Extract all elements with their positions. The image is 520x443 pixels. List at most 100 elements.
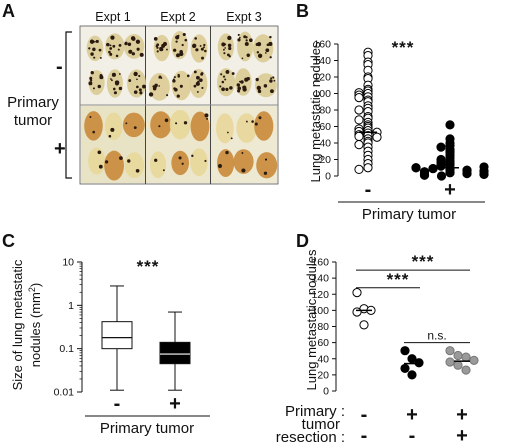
nodule-spot: [256, 42, 262, 47]
nodule-spot: [266, 43, 270, 47]
nodule-spot: [269, 56, 272, 59]
nodule-spot: [156, 46, 159, 49]
nodule-spot: [92, 87, 95, 90]
nodule-spot: [223, 52, 226, 55]
nodule-spot: [241, 168, 246, 173]
nodule-spot: [263, 171, 268, 175]
c-xtick-minus: -: [114, 393, 121, 415]
d-data-point: [453, 350, 463, 361]
nodule-spot: [93, 40, 96, 43]
d-data-point: [453, 360, 463, 370]
nodule-spot: [161, 43, 166, 48]
nodule-spot: [115, 80, 120, 85]
d-data-point: [445, 357, 455, 367]
b-ytick-label: 0: [325, 171, 331, 183]
nodule-spot: [206, 117, 209, 120]
lung-specimens: [84, 31, 278, 181]
d-ytick-label: 60: [317, 337, 329, 349]
lung-lobe: [104, 150, 125, 181]
c-ytick-label: 1: [68, 300, 74, 312]
lung-lobe: [216, 113, 234, 144]
c-ytick-label: 0.1: [59, 343, 74, 355]
lung-lobe: [150, 111, 172, 139]
b-ytick-label: 120: [313, 72, 331, 84]
nodule-spot: [221, 80, 225, 84]
c-ylabel-line2: nodules (mm2): [27, 283, 43, 368]
nodule-spot: [193, 84, 197, 88]
nodule-spot: [160, 77, 163, 79]
nodule-spot: [111, 72, 116, 77]
nodule-spot: [203, 43, 206, 47]
b-data-point: [479, 169, 489, 179]
b-data-point: [354, 131, 364, 141]
nodule-spot: [273, 79, 276, 82]
nodule-spot: [166, 48, 168, 51]
lung-lobe: [233, 149, 254, 174]
d-sign-primary: -: [361, 404, 368, 426]
lung-lobe: [236, 113, 257, 143]
nodule-spot: [239, 80, 241, 83]
nodule-spot: [162, 169, 165, 172]
b-data-point: [462, 168, 472, 179]
nodule-spot: [236, 83, 241, 87]
nodule-spot: [224, 43, 227, 46]
nodule-spot: [104, 160, 109, 164]
nodule-spot: [196, 75, 200, 80]
panel-d-label: D: [296, 231, 309, 251]
d-ytick-label: 160: [311, 257, 329, 269]
b-significance: ***: [392, 38, 415, 57]
nodule-spot: [127, 159, 131, 163]
nodule-spot: [131, 37, 136, 41]
d-bracket-label: ***: [387, 270, 410, 289]
b-data-point: [436, 142, 446, 152]
nodule-spot: [237, 33, 240, 36]
nodule-spot: [90, 79, 93, 82]
nodule-spot: [139, 52, 144, 57]
nodule-spot: [241, 152, 244, 154]
nodule-spot: [268, 41, 273, 46]
nodule-spot: [110, 78, 112, 80]
nodule-spot: [195, 81, 200, 86]
nodule-spot: [257, 89, 262, 94]
nodule-spot: [108, 50, 111, 54]
d-comparison-brackets: ****** n.s.: [356, 252, 470, 344]
nodule-spot: [98, 164, 103, 169]
row-sign-minus: -: [56, 56, 63, 78]
d-condition-signs: --+-++: [361, 404, 468, 443]
d-sign-primary: +: [406, 404, 418, 426]
nodule-spot: [173, 76, 176, 79]
nodule-spot: [181, 43, 184, 47]
nodule-spot: [265, 48, 270, 53]
d-ytick-label: 0: [323, 386, 329, 398]
nodule-spot: [158, 85, 160, 87]
lung-lobe: [190, 111, 210, 142]
lung-lobe: [190, 148, 208, 177]
nodule-spot: [244, 77, 249, 82]
b-data-point: [428, 163, 438, 174]
b-ytick-label: 100: [313, 88, 331, 100]
b-data-point: [354, 105, 364, 115]
b-data-point: [436, 171, 447, 181]
nodule-spot: [178, 156, 182, 160]
d-sign-resection: -: [361, 425, 368, 443]
c-box: [159, 341, 191, 365]
b-ytick-label: 60: [319, 121, 331, 133]
nodule-spot: [196, 90, 199, 93]
nodule-spot: [118, 86, 123, 91]
nodule-spot: [158, 77, 161, 79]
nodule-spot: [177, 75, 180, 78]
nodule-spot: [113, 87, 116, 91]
nodule-spot: [112, 44, 116, 48]
d-data-point: [352, 288, 362, 298]
nodule-spot: [243, 35, 247, 39]
nodule-spot: [201, 86, 204, 90]
nodule-spot: [133, 90, 138, 94]
nodule-spot: [263, 84, 268, 88]
b-xlabel: Primary tumor: [362, 206, 456, 223]
lung-lobe: [124, 152, 145, 179]
d-data-point: [400, 346, 410, 356]
b-y-ticks: 0 20 40 60 80 100 120 140 160: [313, 39, 338, 183]
d-data-point: [469, 355, 479, 365]
nodule-spot: [228, 46, 232, 51]
nodule-spot: [264, 52, 267, 54]
